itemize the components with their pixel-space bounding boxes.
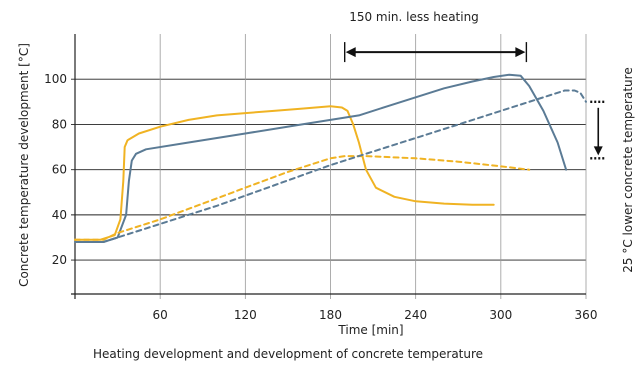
axes [71,34,586,299]
tick-labels: 20 40 60 80 100 60 120 180 240 300 360 [44,72,597,322]
x-tick-label: 240 [404,308,427,322]
top-annotation: 150 min. less heating [349,10,479,24]
series-line-orange-dashed [74,155,531,241]
series-lines [74,73,587,243]
y-tick-label: 80 [52,117,67,131]
x-tick-label: 300 [489,308,512,322]
x-tick-label: 180 [319,308,342,322]
arrow-head-right [515,47,526,58]
x-tick-label: 120 [234,308,257,322]
y-axis-label: Concrete temperature development [°C] [17,43,31,287]
x-axis-label: Time [min] [337,323,403,337]
arrow-head-left [345,47,356,58]
y-tick-label: 20 [52,253,67,267]
series-line-orange-solid [74,105,495,241]
right-axis-label: 25 °C lower concrete temperature [621,67,635,272]
series-line-blue-dashed [74,89,587,243]
x-tick-label: 60 [153,308,168,322]
grid [71,34,587,299]
chart-caption: Heating development and development of c… [93,347,483,361]
series-line-blue-solid [74,73,568,243]
x-tick-label: 360 [575,308,598,322]
y-tick-label: 60 [52,163,67,177]
y-tick-label: 40 [52,208,67,222]
annotations [343,42,607,160]
y-tick-label: 100 [44,72,67,86]
v-arrow-head [593,146,603,156]
